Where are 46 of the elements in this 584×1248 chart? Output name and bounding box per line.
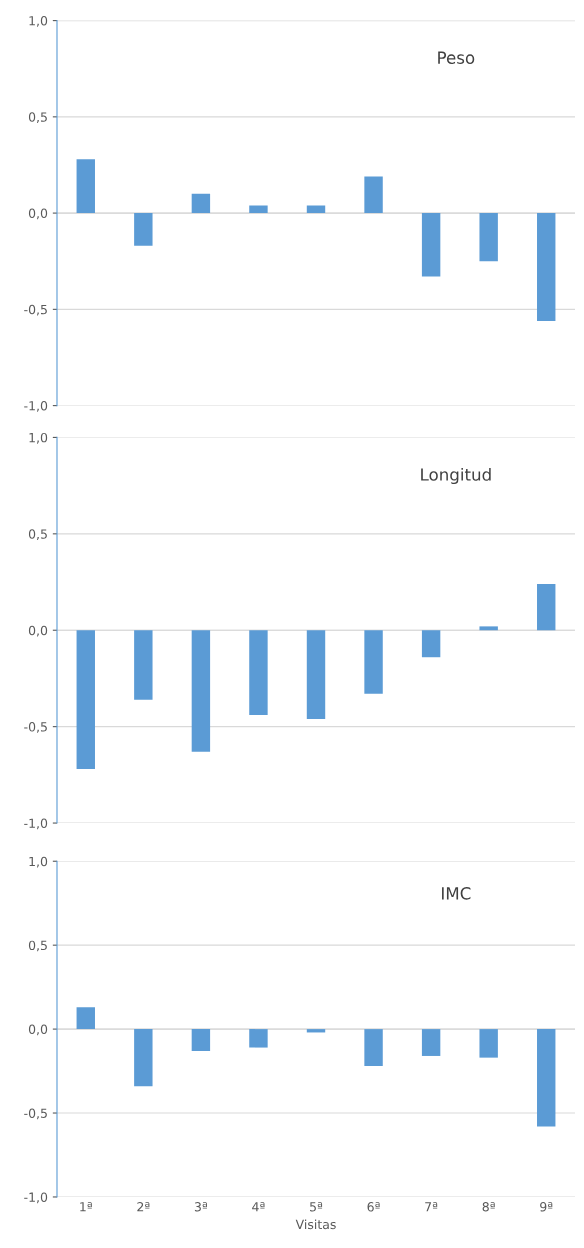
bar	[537, 583, 556, 631]
bar	[76, 159, 95, 214]
bar	[191, 193, 211, 214]
y-tick-label: 0,5	[28, 529, 47, 541]
bar	[479, 626, 498, 631]
x-tick-label: 2ª	[137, 1202, 150, 1212]
y-tick-label: 0,0	[28, 625, 48, 637]
y-tick-label: -1,0	[24, 818, 48, 830]
y-tick-label: 0,5	[28, 940, 47, 952]
x-tick-label: 1ª	[80, 1202, 92, 1212]
bar	[191, 630, 211, 752]
y-tick-label: -0,5	[24, 304, 47, 316]
bar	[421, 213, 441, 277]
bar	[249, 205, 268, 214]
x-tick-label: 3ª	[194, 1202, 207, 1212]
x-tick-label: 4ª	[252, 1202, 265, 1212]
bar	[306, 630, 326, 719]
x-axis-title: Visitas	[295, 1219, 336, 1230]
bar	[134, 213, 153, 246]
y-tick-label: -0,5	[24, 722, 47, 733]
y-tick-label: 0,0	[28, 208, 48, 220]
y-tick-label: -1,0	[24, 401, 48, 412]
y-tick-label: 0,0	[28, 1024, 48, 1036]
y-tick-label: 1,0	[29, 16, 48, 27]
x-tick-label: 8ª	[482, 1202, 495, 1212]
bar	[479, 213, 498, 262]
x-tick-label: 6ª	[367, 1202, 380, 1212]
text: Peso	[438, 51, 475, 64]
text: Longitud	[421, 467, 491, 485]
y-tick-label: -1,0	[24, 1192, 48, 1204]
bar	[134, 630, 153, 700]
bar	[364, 176, 383, 214]
y-tick-label: 1,0	[29, 856, 48, 868]
x-tick-label: 5ª	[310, 1202, 323, 1212]
y-tick-label: 0,5	[28, 112, 47, 124]
bar	[421, 630, 441, 658]
x-tick-label: 9ª	[540, 1202, 553, 1212]
y-tick-label: 1,0	[29, 432, 48, 444]
bar	[537, 213, 556, 321]
y-tick-label: -0,5	[24, 1108, 47, 1120]
text: IMC	[442, 887, 471, 900]
bar	[249, 630, 268, 716]
x-tick-label: 7ª	[425, 1202, 438, 1212]
bar	[364, 630, 383, 694]
bar	[306, 205, 326, 214]
bar	[76, 630, 95, 770]
